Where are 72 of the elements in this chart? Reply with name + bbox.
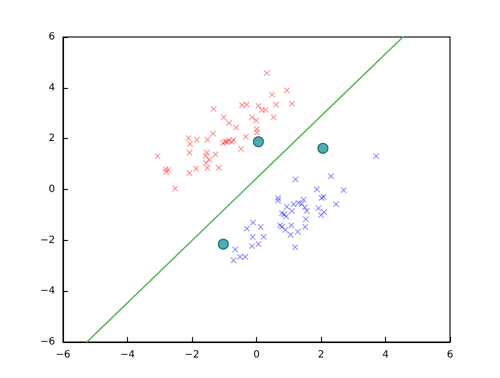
point (244, 226, 250, 232)
x-tick-label: 2 (318, 350, 324, 360)
point (242, 134, 249, 140)
point (275, 195, 282, 202)
point (194, 136, 200, 143)
point (288, 100, 295, 107)
point (204, 164, 210, 171)
point (250, 220, 256, 226)
point (302, 204, 308, 210)
point (295, 200, 302, 206)
point (333, 201, 340, 208)
point (202, 160, 209, 166)
point (288, 222, 294, 228)
y-tick-label: −6 (40, 336, 55, 348)
point (292, 244, 298, 250)
point (193, 166, 200, 172)
y-tick-label: 4 (48, 82, 55, 94)
point (278, 210, 285, 216)
point (258, 106, 265, 113)
x-tick-label: 4 (382, 350, 389, 360)
point (237, 254, 244, 260)
point (273, 102, 280, 108)
point (254, 126, 260, 132)
point (317, 142, 328, 154)
y-tick-label: 0 (48, 184, 55, 195)
point (255, 102, 262, 109)
point (187, 141, 194, 148)
point (373, 153, 380, 160)
point (242, 254, 248, 260)
x-tick-label: 6 (446, 350, 454, 360)
point (226, 120, 232, 126)
point (284, 87, 290, 94)
point (253, 117, 260, 124)
y-tick-label: −4 (40, 286, 55, 297)
point (185, 135, 192, 142)
point (288, 208, 295, 214)
point (204, 150, 210, 156)
point (230, 257, 237, 264)
point (238, 102, 245, 108)
x-tick-label: 0 (253, 350, 260, 360)
y-tick-label: 6 (48, 32, 55, 42)
point (270, 114, 277, 120)
point (220, 140, 226, 146)
point (302, 216, 309, 222)
y-tick-label: −2 (40, 234, 55, 246)
point (284, 204, 290, 210)
y-tick-label: 2 (48, 133, 55, 144)
point (210, 130, 216, 137)
point (244, 102, 250, 108)
x-tick-label: −4 (120, 350, 135, 360)
point (255, 241, 262, 248)
point (210, 106, 217, 112)
point (186, 170, 192, 176)
point (212, 151, 219, 158)
point (218, 238, 229, 250)
point (264, 70, 270, 76)
point (314, 186, 320, 192)
point (254, 129, 260, 136)
x-tick-label: −2 (184, 350, 200, 360)
point (202, 153, 209, 160)
x-tick-label: −6 (56, 350, 70, 360)
point (186, 150, 192, 156)
point (252, 136, 264, 148)
point (302, 224, 308, 230)
point (300, 196, 307, 203)
point (262, 106, 269, 113)
point (294, 228, 301, 235)
point (258, 224, 264, 230)
point (220, 114, 227, 120)
point (275, 198, 282, 204)
point (288, 232, 294, 238)
point (304, 208, 310, 214)
